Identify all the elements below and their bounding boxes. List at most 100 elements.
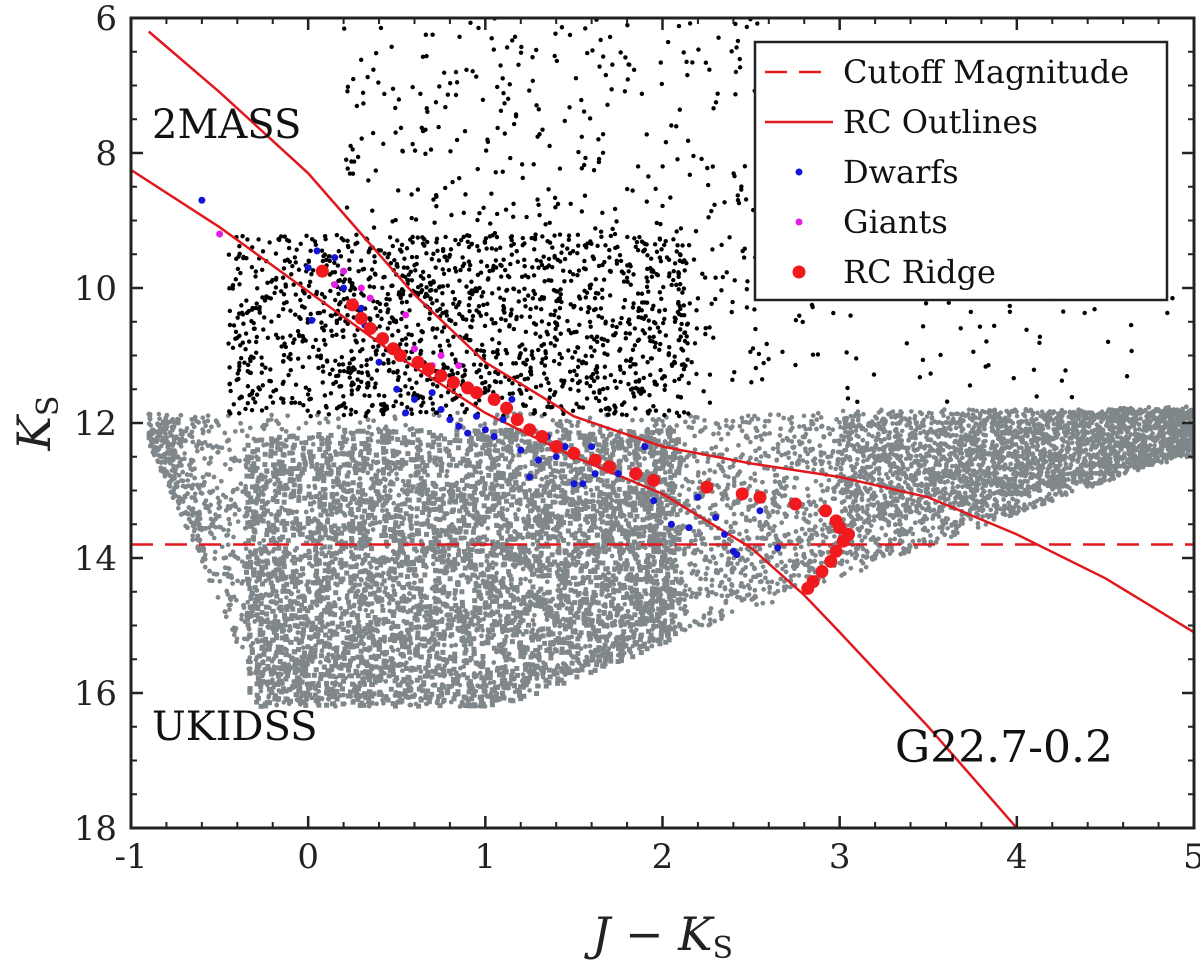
ukidss-star [267, 700, 273, 706]
ukidss-star [391, 533, 397, 539]
ukidss-star [382, 515, 388, 521]
ukidss-star [522, 666, 528, 672]
ukidss-star [376, 480, 382, 486]
ukidss-star [461, 549, 467, 555]
ukidss-star [432, 455, 438, 461]
ukidss-star [395, 605, 401, 611]
ukidss-star [531, 500, 537, 506]
ukidss-star [332, 612, 338, 618]
ukidss-star [308, 645, 314, 651]
ukidss-star [559, 579, 565, 585]
ukidss-star [562, 581, 568, 587]
ukidss-star [354, 670, 360, 676]
ukidss-star [408, 667, 414, 673]
ukidss-star [274, 527, 280, 533]
ukidss-star [670, 579, 676, 585]
ukidss-star [301, 627, 307, 633]
ukidss-star [537, 442, 543, 448]
ukidss-star [373, 656, 379, 662]
ukidss-star [517, 613, 523, 619]
ukidss-star [289, 613, 295, 619]
ukidss-star [422, 521, 428, 527]
ukidss-star [300, 452, 306, 458]
ukidss-star [276, 489, 282, 495]
ukidss-star [411, 457, 417, 463]
ukidss-star [368, 463, 374, 469]
ukidss-star [529, 492, 535, 498]
ukidss-star [596, 442, 602, 448]
ukidss-star [255, 561, 261, 567]
ukidss-star [276, 561, 282, 567]
ukidss-star [595, 600, 601, 606]
ukidss-star [416, 624, 422, 630]
ukidss-star [362, 586, 368, 592]
ukidss-star [260, 505, 266, 511]
ukidss-star [256, 514, 262, 520]
ukidss-star [345, 693, 351, 699]
ukidss-star [604, 637, 610, 643]
ukidss-star [368, 591, 374, 597]
ukidss-star [348, 564, 354, 570]
ukidss-star [355, 654, 361, 660]
ukidss-star [496, 500, 502, 506]
ukidss-star [596, 628, 602, 634]
ukidss-star [590, 506, 596, 512]
ukidss-star [669, 562, 675, 568]
ukidss-star [486, 447, 492, 453]
ukidss-star [360, 520, 366, 526]
ukidss-star [602, 439, 608, 445]
ukidss-star [275, 673, 281, 679]
ukidss-star [452, 556, 458, 562]
ukidss-star [484, 553, 490, 559]
ukidss-star [437, 554, 443, 560]
ukidss-star [369, 504, 375, 510]
ukidss-star [266, 592, 272, 598]
ukidss-star [465, 541, 471, 547]
ukidss-star [667, 461, 673, 467]
ukidss-star [449, 606, 455, 612]
ukidss-star [372, 679, 378, 685]
ukidss-star [325, 460, 331, 466]
ukidss-star [258, 703, 264, 709]
ukidss-star [423, 548, 429, 554]
ukidss-star [271, 569, 277, 575]
ukidss-star [275, 477, 281, 483]
ukidss-star [482, 485, 488, 491]
ukidss-star [637, 637, 643, 643]
ukidss-star [342, 438, 348, 444]
ukidss-star [546, 517, 552, 523]
ukidss-star [279, 569, 285, 575]
ukidss-star [247, 564, 253, 570]
ukidss-star [268, 537, 274, 543]
ukidss-star [585, 535, 591, 541]
ukidss-star [485, 667, 491, 673]
ukidss-star [249, 473, 255, 479]
ukidss-star [440, 684, 446, 690]
ukidss-star [648, 612, 654, 618]
ukidss-star [391, 609, 397, 615]
ukidss-star [378, 429, 384, 435]
ukidss-star [625, 620, 631, 626]
ukidss-star [508, 427, 514, 433]
ukidss-star [328, 524, 334, 530]
ukidss-star [414, 506, 420, 512]
ukidss-star [329, 559, 335, 565]
ukidss-star [274, 498, 280, 504]
ukidss-star [669, 604, 675, 610]
ukidss-star [289, 615, 295, 621]
ukidss-star [273, 653, 279, 659]
ukidss-star [526, 622, 532, 628]
ukidss-star [327, 544, 333, 550]
ukidss-star [576, 539, 582, 545]
ukidss-star [272, 696, 278, 702]
ukidss-star [283, 668, 289, 674]
ukidss-star [305, 579, 311, 585]
ukidss-star [295, 615, 301, 621]
ukidss-star [623, 446, 629, 452]
ukidss-star [571, 654, 577, 660]
ukidss-star [658, 428, 664, 434]
ukidss-star [658, 601, 664, 607]
ukidss-star [358, 545, 364, 551]
ukidss-star [259, 679, 265, 685]
ukidss-star [246, 507, 252, 513]
